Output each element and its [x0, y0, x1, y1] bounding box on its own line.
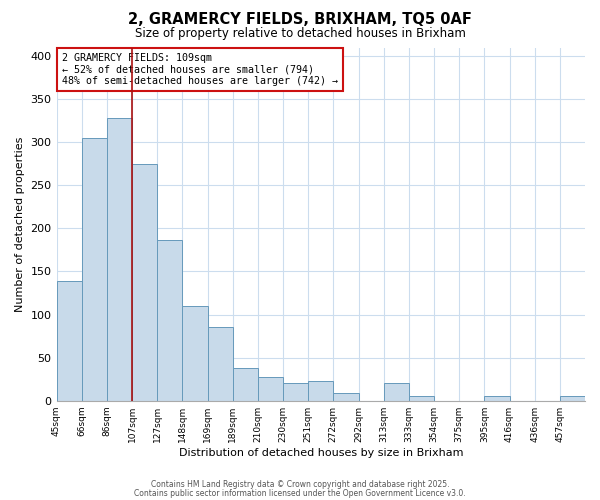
Text: Contains HM Land Registry data © Crown copyright and database right 2025.: Contains HM Land Registry data © Crown c… [151, 480, 449, 489]
Bar [233, 368, 258, 400]
Y-axis label: Number of detached properties: Number of detached properties [15, 136, 25, 312]
Bar [82, 138, 107, 400]
Bar [157, 240, 182, 400]
Text: Size of property relative to detached houses in Brixham: Size of property relative to detached ho… [134, 28, 466, 40]
Bar [132, 164, 157, 400]
Bar [308, 381, 334, 400]
Bar [484, 396, 509, 400]
Text: Contains public sector information licensed under the Open Government Licence v3: Contains public sector information licen… [134, 488, 466, 498]
Bar [182, 306, 208, 400]
Bar [283, 384, 308, 400]
Text: 2 GRAMERCY FIELDS: 109sqm
← 52% of detached houses are smaller (794)
48% of semi: 2 GRAMERCY FIELDS: 109sqm ← 52% of detac… [62, 53, 338, 86]
Bar [208, 328, 233, 400]
X-axis label: Distribution of detached houses by size in Brixham: Distribution of detached houses by size … [179, 448, 463, 458]
Bar [56, 281, 82, 400]
Bar [258, 378, 283, 400]
Bar [107, 118, 132, 401]
Bar [409, 396, 434, 400]
Bar [383, 384, 409, 400]
Text: 2, GRAMERCY FIELDS, BRIXHAM, TQ5 0AF: 2, GRAMERCY FIELDS, BRIXHAM, TQ5 0AF [128, 12, 472, 28]
Bar [560, 396, 585, 400]
Bar [334, 393, 359, 400]
